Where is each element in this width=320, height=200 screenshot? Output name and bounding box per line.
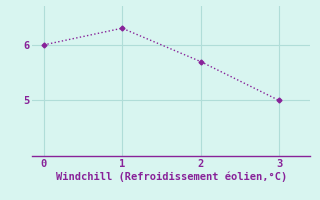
X-axis label: Windchill (Refroidissement éolien,°C): Windchill (Refroidissement éolien,°C) (56, 172, 287, 182)
